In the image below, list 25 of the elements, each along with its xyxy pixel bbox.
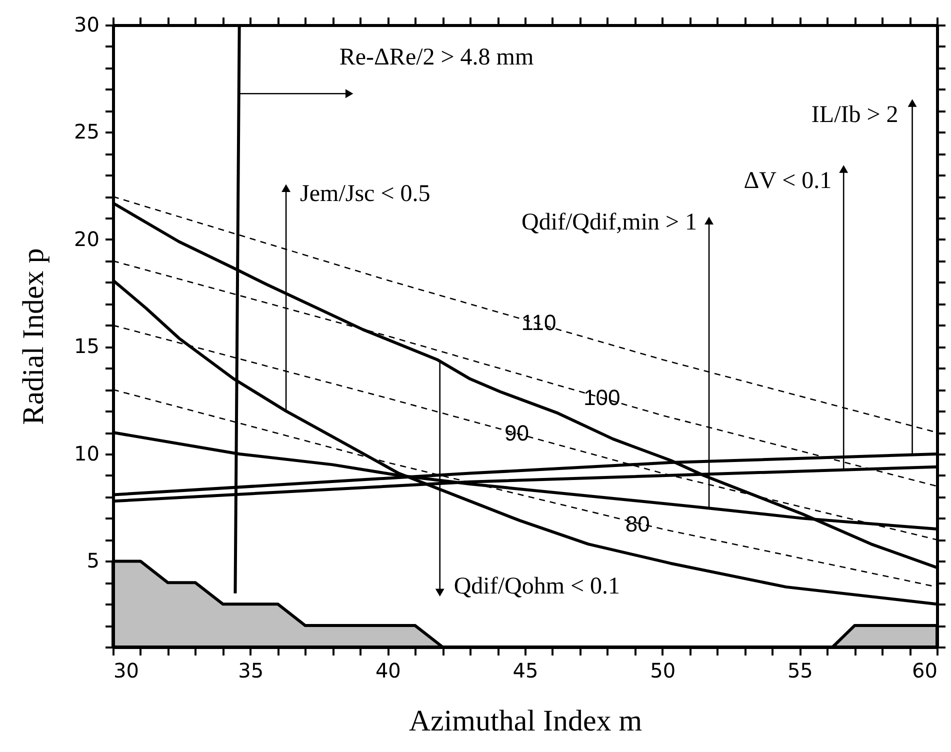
y-axis-title: Radial Index p <box>17 248 50 425</box>
annotation: ΔV < 0.1 <box>744 168 832 194</box>
annotation: IL/Ib > 2 <box>811 102 898 128</box>
annotation: 90 <box>504 420 529 446</box>
x-tick-label: 45 <box>512 658 538 682</box>
x-tick-label: 55 <box>787 658 813 682</box>
y-tick-label: 30 <box>74 12 100 36</box>
annotation: Qdif/Qdif,min > 1 <box>521 210 698 236</box>
x-tick-label: 40 <box>375 658 401 682</box>
y-tick-label: 25 <box>74 120 100 144</box>
annotation: 80 <box>625 512 650 537</box>
y-tick-label: 20 <box>74 226 100 251</box>
annotation: Re-ΔRe/2 > 4.8 mm <box>339 44 534 71</box>
annotation: Qdif/Qohm < 0.1 <box>454 574 620 600</box>
x-tick-label: 60 <box>912 658 938 682</box>
x-axis-title: Azimuthal Index m <box>408 704 642 738</box>
x-tick-label: 35 <box>238 658 264 682</box>
y-tick-label: 5 <box>86 548 100 573</box>
x-tick-label: 50 <box>650 658 676 682</box>
annotation: 100 <box>584 385 620 410</box>
y-tick-label: 10 <box>74 441 100 466</box>
y-tick-label: 15 <box>74 334 100 358</box>
annotation: 110 <box>521 310 556 336</box>
x-tick-label: 30 <box>114 658 139 682</box>
annotation: Jem/Jsc < 0.5 <box>300 181 430 208</box>
